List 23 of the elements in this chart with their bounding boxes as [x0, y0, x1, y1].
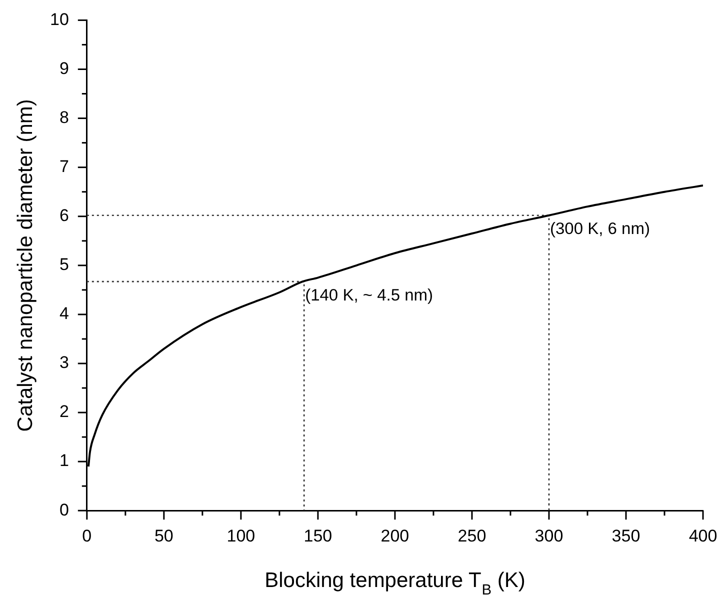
annotation: (300 K, 6 nm): [550, 220, 650, 238]
y-tick-label: 5: [59, 255, 69, 274]
y-tick-label: 7: [59, 157, 69, 176]
y-tick-label: 4: [59, 304, 69, 324]
x-tick-label: 200: [380, 526, 410, 546]
x-tick-label: 50: [154, 526, 174, 546]
y-tick-label: 10: [50, 10, 69, 29]
y-tick-label: 6: [59, 206, 69, 226]
x-tick-label: 350: [612, 526, 640, 546]
y-tick-label: 3: [59, 353, 69, 372]
y-axis-title: Catalyst nanoparticle diameter (nm): [14, 99, 37, 432]
x-tick-label: 100: [226, 526, 256, 546]
x-tick-label: 250: [458, 526, 486, 546]
y-tick-label: 0: [59, 500, 69, 520]
y-tick-label: 9: [59, 58, 69, 78]
x-tick-label: 400: [688, 526, 718, 546]
y-tick-label: 1: [59, 451, 69, 470]
x-tick-label: 300: [534, 526, 564, 546]
annotation: (140 K, ~ 4.5 nm): [305, 286, 434, 304]
x-tick-label: 150: [304, 526, 332, 546]
y-tick-label: 8: [59, 108, 69, 127]
y-tick-label: 2: [59, 402, 69, 422]
x-tick-label: 0: [82, 526, 92, 546]
